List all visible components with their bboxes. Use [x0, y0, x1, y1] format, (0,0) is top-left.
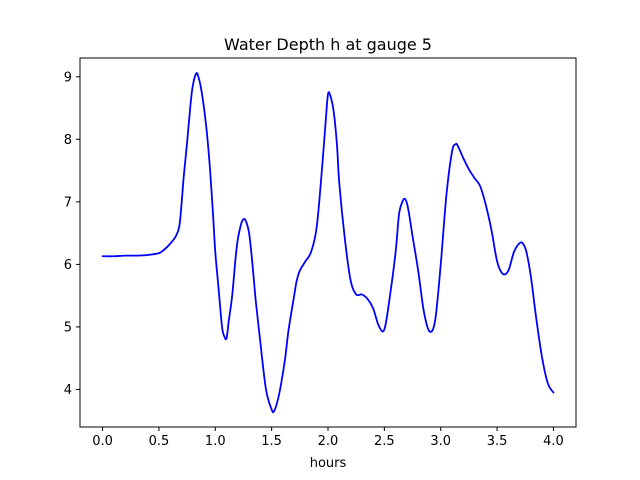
x-tick-label: 3.0 — [430, 434, 451, 449]
y-tick-label: 9 — [64, 70, 72, 85]
y-tick-label: 4 — [64, 383, 72, 398]
y-tick-label: 6 — [64, 258, 72, 273]
x-tick-label: 0.0 — [92, 434, 113, 449]
x-axis: 0.0 0.5 1.0 1.5 2.0 2.5 3.0 3.5 4.0 — [92, 427, 564, 449]
x-tick-label: 4.0 — [543, 434, 564, 449]
plot-area: 0.0 0.5 1.0 1.5 2.0 2.5 3.0 3.5 4.0 4 5 6 7 8 9 — [64, 57, 577, 449]
x-tick-label: 2.5 — [374, 434, 395, 449]
series-layer — [101, 72, 555, 414]
x-tick-label: 1.5 — [261, 434, 282, 449]
chart-title: Water Depth h at gauge 5 — [224, 35, 432, 54]
y-axis: 4 5 6 7 8 9 — [64, 70, 80, 398]
series-line — [101, 72, 555, 414]
y-tick-label: 7 — [64, 195, 72, 210]
x-tick-label: 3.5 — [487, 434, 508, 449]
x-tick-label: 2.0 — [318, 434, 339, 449]
y-tick-label: 5 — [64, 320, 72, 335]
x-tick-label: 0.5 — [149, 434, 170, 449]
x-tick-label: 1.0 — [205, 434, 226, 449]
y-tick-label: 8 — [64, 133, 72, 148]
x-axis-label: hours — [310, 456, 347, 471]
